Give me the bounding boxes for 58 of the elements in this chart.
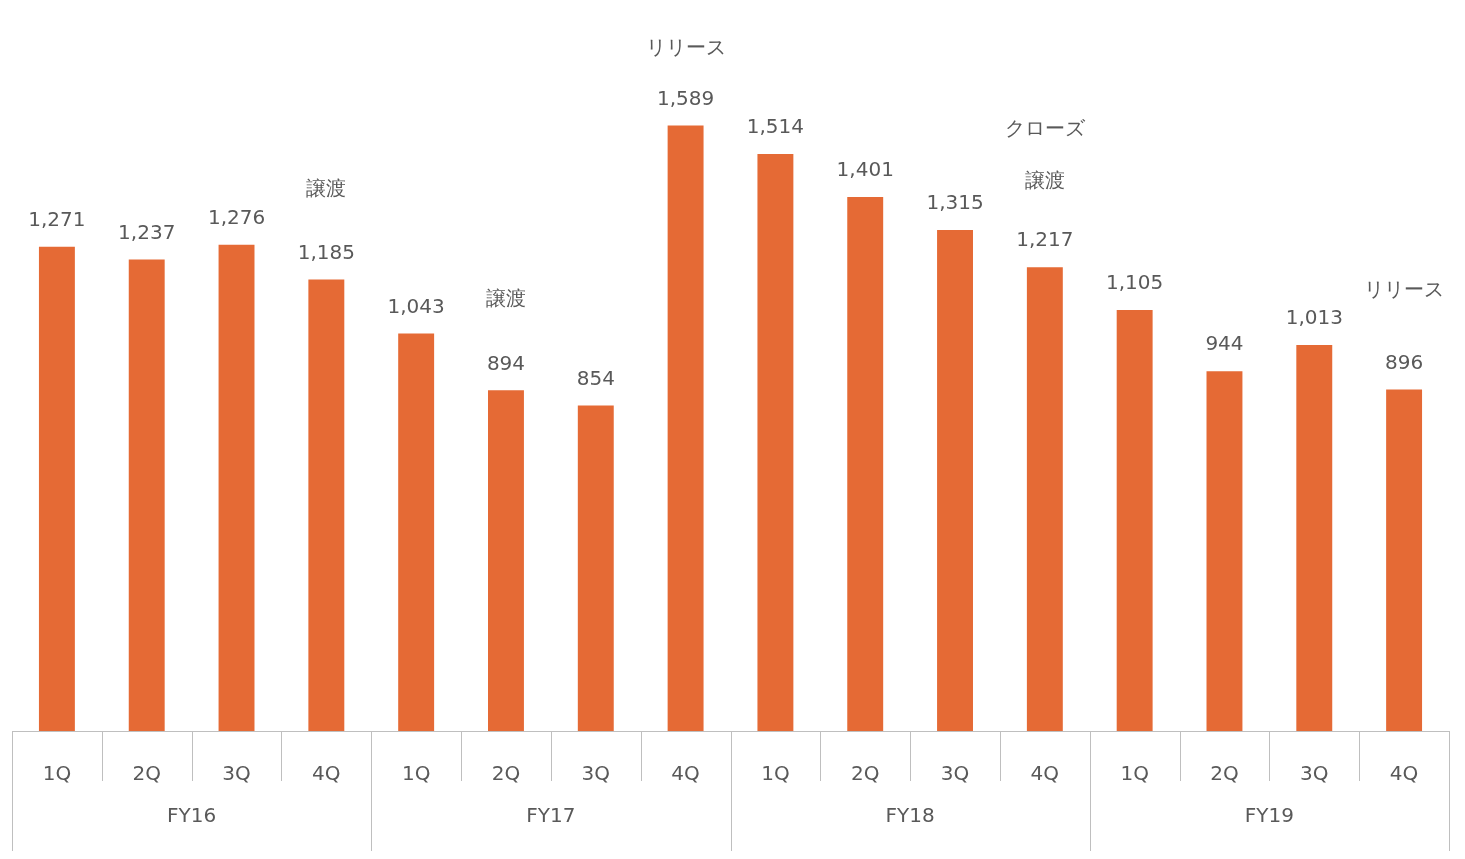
text: リリース — [645, 35, 726, 60]
data-label: 894 — [486, 350, 526, 375]
bar — [1386, 389, 1423, 731]
text: FY17 — [526, 803, 576, 828]
x-tick-label: 1Q — [42, 761, 72, 786]
x-tick-label: 3Q — [940, 761, 970, 786]
x-tick-label: 2Q — [132, 761, 161, 786]
x-tick-label: 3Q — [581, 761, 611, 786]
bar — [1296, 344, 1333, 731]
annotation: クローズ — [1004, 116, 1086, 141]
annotation: 譲渡 — [485, 286, 526, 311]
data-label: 944 — [1205, 331, 1244, 356]
data-label: 1,013 — [1285, 305, 1343, 330]
data-label: 854 — [576, 365, 615, 390]
bar — [847, 197, 884, 731]
text: FY16 — [167, 803, 217, 828]
data-label: 1,043 — [387, 293, 445, 318]
bar — [398, 333, 435, 731]
x-tick-label: 3Q — [222, 761, 251, 786]
data-label: 1,185 — [297, 239, 355, 264]
data-label: 1,401 — [836, 157, 894, 182]
text: FY18 — [885, 803, 935, 828]
bar — [757, 154, 794, 731]
annotation: 譲渡 — [306, 176, 347, 201]
bar — [1206, 371, 1243, 731]
x-tick-label: 1Q — [761, 761, 790, 786]
bar — [937, 229, 973, 731]
x-tick-label: 2Q — [1210, 761, 1239, 786]
x-tick-label: 3Q — [1300, 761, 1329, 786]
bar — [308, 279, 345, 731]
data-label: 1,514 — [746, 114, 805, 139]
data-label: 1,217 — [1016, 227, 1074, 252]
annotation: 譲渡 — [1024, 168, 1065, 193]
x-tick-label: 1Q — [401, 761, 431, 786]
x-tick-label: 1Q — [1120, 761, 1149, 786]
bar — [667, 125, 704, 731]
data-label: 896 — [1385, 349, 1424, 374]
bar — [38, 246, 75, 731]
bar — [128, 259, 165, 731]
x-tick-label: 4Q — [1030, 761, 1060, 786]
data-label: 1,271 — [28, 206, 86, 231]
bar — [1026, 267, 1063, 731]
x-tick-label: 4Q — [312, 761, 341, 786]
bar — [488, 390, 524, 731]
data-label: 1,315 — [926, 190, 984, 215]
data-label: 1,105 — [1106, 270, 1164, 295]
data-label: 1,276 — [207, 204, 266, 229]
x-tick-label: 4Q — [1389, 761, 1419, 786]
bar — [1116, 309, 1153, 731]
bar — [577, 405, 614, 731]
bar — [218, 244, 255, 731]
x-tick-label: 2Q — [850, 761, 880, 786]
text: FY19 — [1244, 803, 1294, 828]
x-tick-label: 2Q — [491, 761, 521, 786]
annotation: リリース — [1364, 277, 1445, 302]
data-label: 1,589 — [656, 85, 715, 110]
data-label: 1,237 — [118, 219, 176, 244]
x-tick-label: 4Q — [671, 761, 700, 786]
